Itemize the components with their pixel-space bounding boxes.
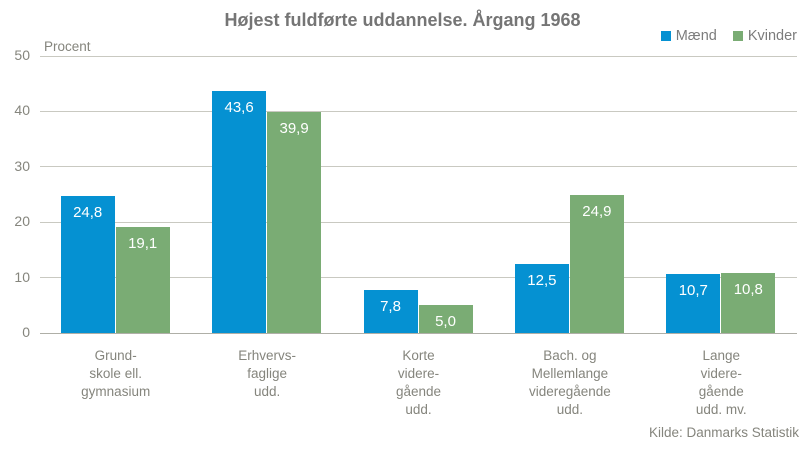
gridline-50 (40, 55, 797, 57)
bar-series0-group1: 43,6 (212, 91, 267, 333)
bar-value-label: 24,9 (582, 203, 612, 221)
bar-value-label: 24,8 (73, 203, 103, 221)
bar-value-label: 19,1 (128, 235, 158, 253)
bar-value-label: 43,6 (224, 99, 254, 117)
bar-series1-group4: 10,8 (721, 273, 776, 333)
chart-title: Højest fuldførte uddannelse. Årgang 1968 (224, 10, 581, 30)
bar-series1-group0: 19,1 (115, 227, 170, 333)
y-tick-label-40: 40 (14, 102, 30, 119)
gridline-0 (40, 332, 797, 334)
legend-label-maend: Mænd (675, 28, 717, 44)
bar-value-label: 12,5 (527, 271, 557, 289)
bar-value-label: 10,8 (733, 281, 763, 299)
y-tick-label-10: 10 (14, 268, 30, 285)
legend-label-kvinder: Kvinder (747, 28, 797, 44)
legend-swatch-maend (660, 31, 671, 41)
x-axis-label-2: Korte videre-gående udd. (395, 348, 442, 417)
legend-item-maend: Mænd (660, 28, 717, 44)
bar-value-label: 5,0 (435, 313, 456, 331)
y-tick-label-50: 50 (14, 47, 30, 63)
y-tick-label-20: 20 (14, 213, 30, 230)
y-tick-label-30: 30 (14, 157, 30, 174)
legend-swatch-kvinder (732, 31, 743, 41)
bar-series1-group1: 39,9 (267, 111, 322, 333)
gridline-40 (40, 110, 797, 112)
bar-series0-group2: 7,8 (363, 289, 418, 333)
bar-series0-group0: 24,8 (60, 195, 115, 333)
x-axis-label-1: Erhvervs-faglige udd. (238, 348, 296, 399)
bar-series0-group4: 10,7 (666, 273, 721, 333)
bar-series0-group3: 12,5 (514, 263, 569, 333)
bar-series1-group2: 5,0 (418, 305, 473, 333)
legend: Mænd Kvinder (660, 28, 797, 44)
x-axis-label-4: Lange videre-gående udd. mv. (695, 348, 747, 417)
bar-value-label: 10,7 (678, 281, 708, 299)
x-axis-label-0: Grund-skole ell. gymnasium (81, 348, 151, 399)
bar-series1-group3: 24,9 (569, 195, 624, 333)
y-tick-label-0: 0 (22, 324, 30, 340)
gridline-20 (40, 221, 797, 223)
bar-value-label: 7,8 (380, 297, 401, 315)
bar-value-label: 39,9 (279, 119, 309, 137)
x-axis-label-3: Bach. og Mellemlange videregående udd. (528, 348, 611, 417)
y-axis-title: Procent (44, 39, 91, 54)
gridline-10 (40, 277, 797, 279)
legend-item-kvinder: Kvinder (732, 28, 797, 44)
gridline-30 (40, 166, 797, 168)
source-note: Kilde: Danmarks Statistik (648, 425, 799, 440)
